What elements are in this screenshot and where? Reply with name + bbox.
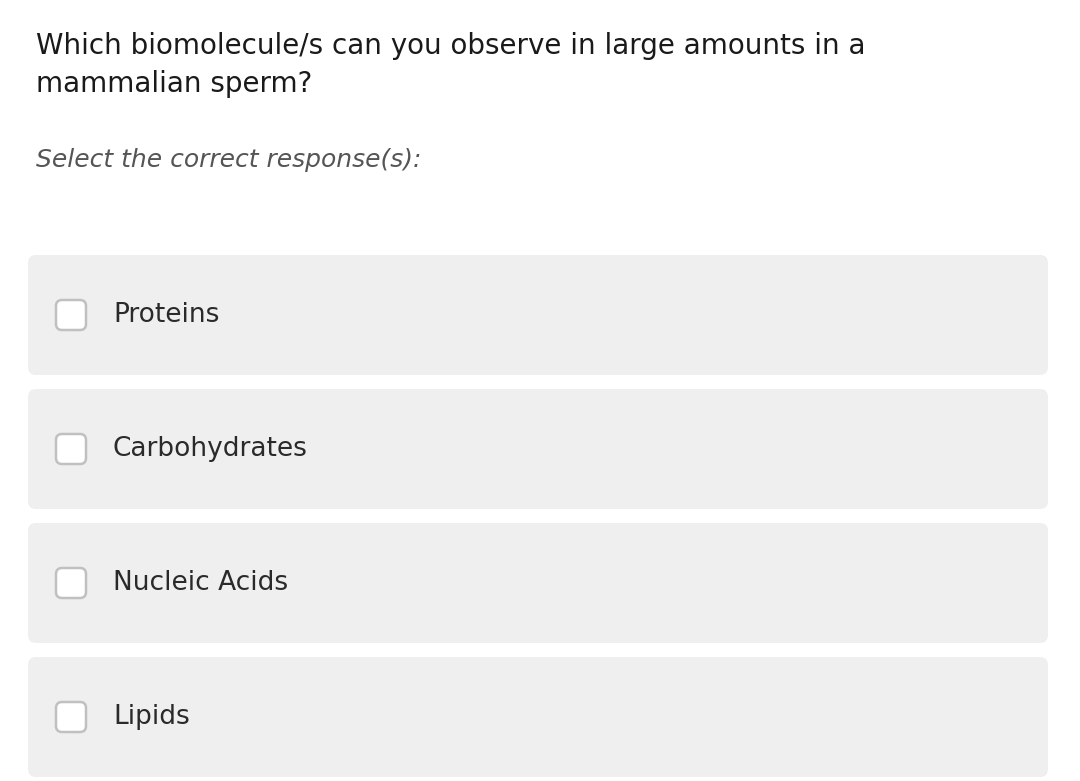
FancyBboxPatch shape [28, 657, 1048, 777]
Text: mammalian sperm?: mammalian sperm? [36, 70, 312, 98]
Text: Proteins: Proteins [113, 302, 219, 328]
Text: Nucleic Acids: Nucleic Acids [113, 570, 288, 596]
FancyBboxPatch shape [56, 702, 86, 732]
Text: Which biomolecule/s can you observe in large amounts in a: Which biomolecule/s can you observe in l… [36, 32, 865, 60]
FancyBboxPatch shape [56, 300, 86, 330]
FancyBboxPatch shape [56, 568, 86, 598]
FancyBboxPatch shape [28, 255, 1048, 375]
FancyBboxPatch shape [28, 523, 1048, 643]
FancyBboxPatch shape [56, 434, 86, 464]
FancyBboxPatch shape [28, 389, 1048, 509]
Text: Carbohydrates: Carbohydrates [113, 436, 308, 462]
Text: Lipids: Lipids [113, 704, 190, 730]
Text: Select the correct response(s):: Select the correct response(s): [36, 148, 421, 172]
